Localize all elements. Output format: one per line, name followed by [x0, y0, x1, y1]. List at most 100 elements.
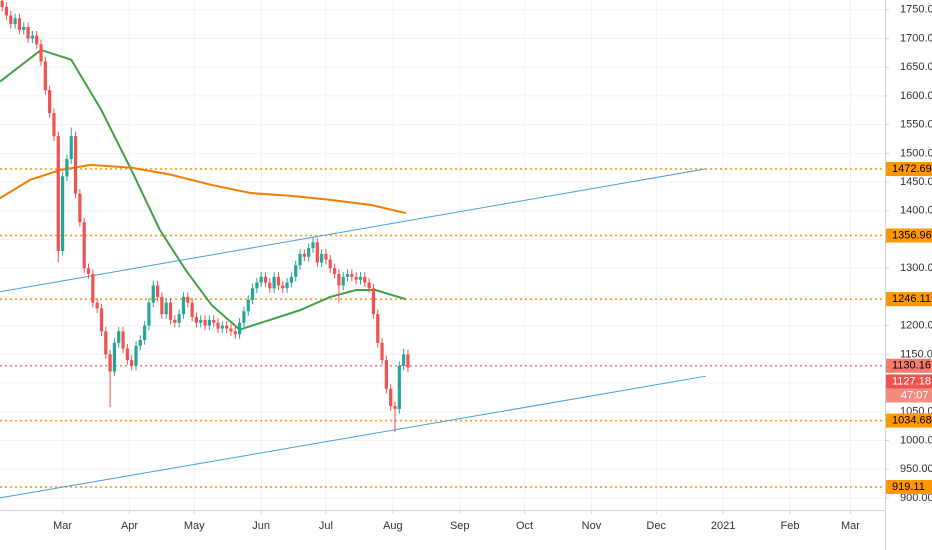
candle-body — [35, 35, 39, 45]
candle-body — [168, 302, 173, 320]
candle-body — [125, 348, 129, 361]
candle-body — [138, 340, 142, 346]
candle-body — [229, 328, 233, 332]
candle-body — [281, 285, 285, 289]
candle-body — [91, 273, 95, 303]
y-tick-label: 1000.00 — [900, 434, 932, 446]
candle-body — [216, 322, 220, 329]
candle-body — [117, 331, 121, 343]
candle-body — [285, 282, 289, 289]
last-price-label: 1127.18 — [892, 375, 931, 387]
candle-body — [199, 319, 203, 323]
level-label-box — [886, 228, 932, 243]
x-tick-label: Oct — [516, 520, 533, 532]
candle-body — [246, 299, 250, 312]
candle-body — [320, 253, 324, 263]
candle-body — [354, 276, 358, 280]
axes: 900.00950.001000.001050.001100.001150.00… — [53, 4, 932, 532]
candle-body — [69, 136, 73, 160]
indicator-line — [0, 375, 706, 499]
candle-body — [160, 296, 164, 315]
candle-body — [121, 331, 125, 349]
candle-body — [255, 282, 259, 289]
candle-body — [130, 360, 134, 366]
candle-body — [4, 6, 9, 16]
candle-body — [337, 273, 341, 286]
candle-body — [30, 35, 34, 39]
y-tick-label: 1150.00 — [900, 348, 932, 360]
indicator-line — [0, 168, 706, 293]
y-tick-label: 1500.00 — [900, 147, 932, 159]
candle-body — [233, 331, 237, 335]
candle-body — [177, 314, 181, 323]
candle-body — [298, 253, 302, 266]
y-tick-label: 1450.00 — [900, 176, 932, 188]
countdown-box — [886, 388, 932, 403]
candle-body — [276, 276, 281, 286]
candle-body — [48, 90, 52, 114]
y-tick-label: 1300.00 — [900, 262, 932, 274]
candle-body — [311, 242, 315, 249]
level-label: 919.11 — [892, 481, 925, 493]
candle-body — [302, 253, 306, 257]
candle-body — [181, 296, 186, 315]
candle-body — [397, 365, 401, 409]
candle-body — [212, 319, 216, 323]
candle-body — [328, 259, 332, 269]
candle-body — [65, 159, 69, 177]
level-label-box — [886, 413, 932, 428]
candle-body — [22, 26, 26, 30]
y-tick-label: 1750.00 — [900, 4, 932, 16]
level-label-box — [886, 292, 932, 307]
y-tick-label: 1650.00 — [900, 61, 932, 73]
candle-body — [376, 314, 380, 343]
candle-body — [86, 268, 91, 274]
candle-body — [324, 253, 328, 260]
candle-body — [52, 113, 56, 137]
candle-body — [151, 285, 155, 303]
candle-body — [268, 282, 272, 289]
candle-body — [289, 276, 294, 283]
candle-body — [367, 282, 371, 289]
candle-body — [9, 15, 13, 25]
x-tick-label: Dec — [646, 520, 666, 532]
x-tick-label: Mar — [53, 520, 72, 532]
candle-body — [406, 354, 410, 368]
candle-body — [225, 325, 229, 329]
level-label: 1472.69 — [892, 163, 932, 175]
candle-body — [143, 325, 147, 340]
x-tick-label: Aug — [383, 520, 403, 532]
candle-body — [250, 288, 255, 300]
candle-body — [263, 276, 268, 283]
candle-body — [389, 388, 393, 407]
candle-body — [393, 406, 397, 409]
y-tick-label: 1200.00 — [900, 320, 932, 332]
candle-body — [315, 242, 319, 263]
x-tick-label: Jul — [319, 520, 333, 532]
indicator-line — [0, 48, 407, 331]
candle-body — [17, 18, 22, 30]
candle-body — [384, 360, 388, 389]
candle-body — [272, 276, 276, 289]
candle-body — [242, 311, 246, 323]
level-label: 1356.96 — [892, 229, 932, 241]
candle-body — [332, 268, 337, 274]
candle-body — [380, 342, 384, 361]
y-tick-label: 1400.00 — [900, 205, 932, 217]
candle-body — [78, 193, 82, 223]
x-tick-label: May — [184, 520, 205, 532]
candle-body — [147, 302, 151, 326]
x-tick-label: Sep — [450, 520, 470, 532]
candle-body — [341, 276, 345, 286]
candle-body — [237, 322, 242, 335]
candle-body — [43, 61, 47, 91]
candle-body — [26, 26, 30, 39]
candle-body — [358, 276, 363, 280]
candle-body — [82, 222, 86, 269]
x-tick-label: Mar — [841, 520, 860, 532]
x-tick-label: Jun — [252, 520, 270, 532]
level-label: 1246.11 — [892, 293, 931, 305]
